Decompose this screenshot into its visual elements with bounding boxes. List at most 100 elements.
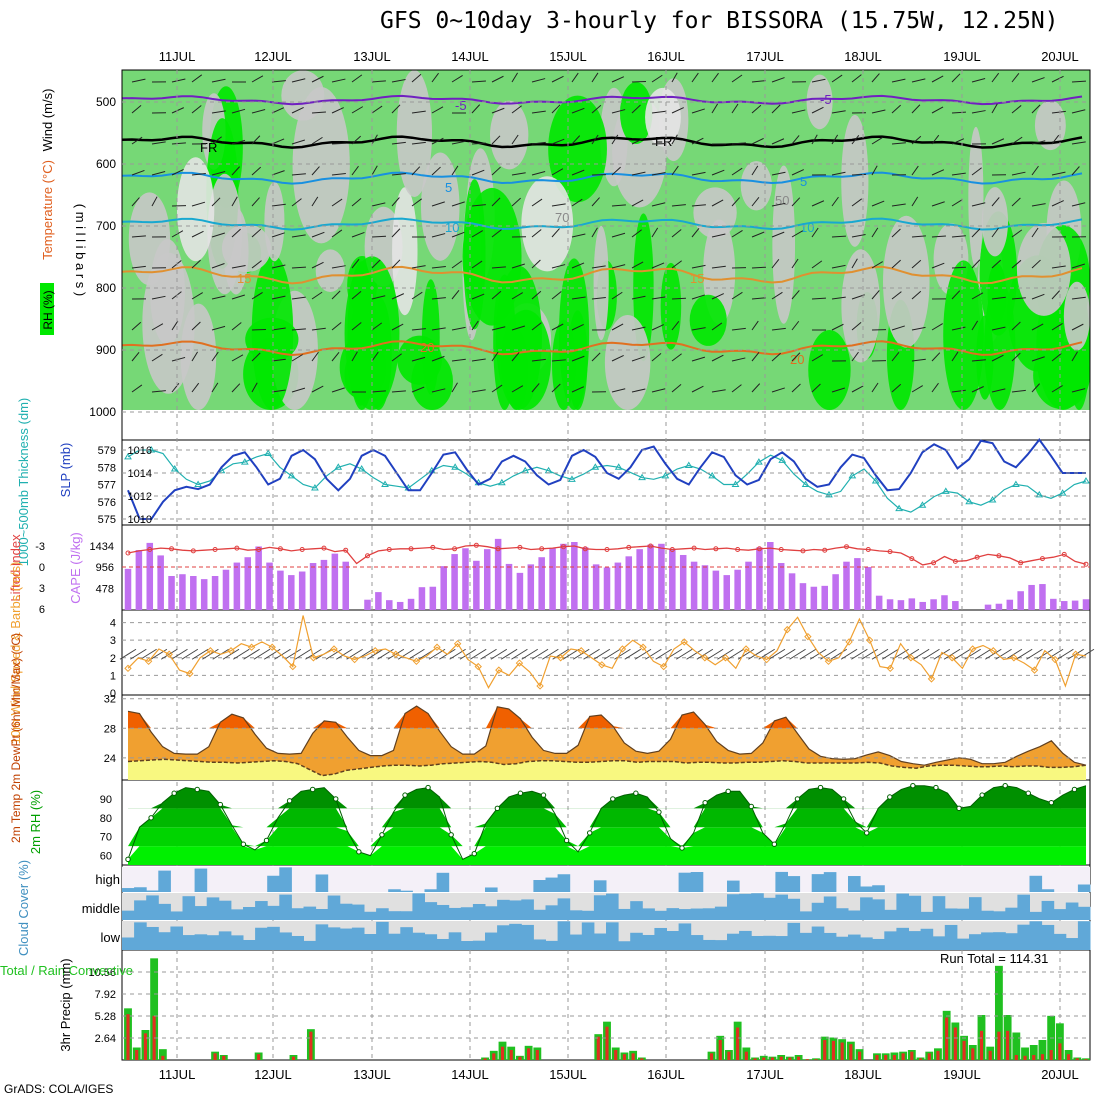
lifted-point [190, 548, 196, 554]
wind-barb [991, 103, 998, 114]
cloud-fill [872, 899, 885, 920]
cape-bar [1017, 591, 1024, 610]
wind-barb [231, 354, 244, 362]
wind-barb-10m [1046, 648, 1064, 660]
temp-line [127, 705, 1087, 766]
wind-barb [1011, 229, 1023, 238]
wind-barb [411, 141, 426, 145]
wind-barb [291, 266, 306, 269]
wind-speed-point [144, 657, 153, 666]
cape-bar [505, 563, 513, 610]
cloud-fill [1077, 884, 1091, 892]
wind-barb [591, 352, 601, 362]
cloud-fill [1005, 907, 1018, 920]
wind-barb [1031, 203, 1046, 207]
contour-label: 10 [445, 220, 459, 235]
wind-barb [131, 352, 140, 362]
lifted-point [408, 546, 414, 552]
cloud-fill [775, 894, 788, 920]
thickness-point [684, 461, 693, 469]
cloud-fill [727, 933, 740, 950]
wind-barb-10m [130, 648, 147, 660]
cloud-fill [364, 911, 377, 920]
wind-barb [451, 382, 458, 393]
precip-convective-bar [492, 1053, 496, 1060]
precip-convective-bar [614, 1050, 618, 1060]
wind-barb [971, 359, 986, 362]
wind-ytick: 1 [110, 670, 116, 682]
wind-barb-10m [459, 648, 477, 660]
temp-ytick: 24 [104, 753, 116, 765]
wind-barb [231, 196, 238, 207]
cape-bar [494, 538, 502, 610]
wind-barb [171, 107, 185, 114]
wind-barb [251, 109, 266, 114]
cloud-fill [666, 930, 680, 950]
rh-patch [808, 329, 851, 410]
wind-ytick: 0 [110, 688, 116, 700]
precip-convective-bar [910, 1051, 914, 1060]
cape-bar [233, 562, 241, 610]
wind-barb [551, 228, 560, 238]
wind-barb [911, 196, 919, 207]
wind-barb [791, 383, 801, 393]
wind-barb [751, 320, 759, 331]
cape-bar [255, 546, 262, 610]
cloud-fill [545, 940, 559, 950]
wind-barb [911, 135, 922, 145]
wind-barb [791, 109, 806, 114]
wind-speed-point [289, 662, 297, 671]
day-label-bottom: 11JUL [159, 1067, 196, 1082]
wind-barb [311, 136, 323, 145]
wind-barb [351, 322, 362, 331]
wind-barb [451, 358, 466, 362]
wind-barb [531, 110, 546, 114]
wind-barb [371, 165, 378, 176]
precip-total-bar [1012, 1032, 1021, 1060]
wind-barb [631, 229, 642, 238]
wind-barb [151, 171, 166, 176]
wind-barb [1011, 105, 1022, 114]
wind-speed-point [762, 655, 771, 664]
wind-barb [211, 351, 219, 362]
temp-contour-10 [121, 217, 1083, 231]
wind-barb-10m [274, 648, 291, 660]
thickness-point [848, 471, 857, 479]
wind-barb-10m [181, 648, 199, 660]
wind-barb-10m [809, 648, 827, 660]
wind-barb [291, 139, 305, 145]
wind-barb [611, 76, 625, 83]
wind-barb [151, 323, 164, 331]
wind-barb [511, 172, 526, 176]
rh-patch [841, 114, 869, 247]
cloud-fill [654, 910, 667, 920]
rh2m-point [817, 784, 824, 791]
wind-ytick: 3 [110, 635, 116, 647]
lifted-ytick: 3 [39, 583, 45, 595]
wind-barb-10m [789, 648, 806, 660]
cape-bar [799, 583, 807, 610]
cape-bar [777, 563, 785, 610]
cloud-fill [557, 874, 571, 892]
wind-barb [411, 265, 426, 269]
wind-speed-point [453, 639, 462, 648]
cape-bar [407, 598, 415, 610]
wind-barb [831, 74, 843, 83]
wind-barb [731, 327, 746, 331]
wind-barb [631, 356, 645, 362]
cloud-fill [388, 911, 401, 920]
wind-barb-10m [593, 648, 611, 660]
wind-speed-point [598, 661, 606, 669]
rh2m-point [956, 805, 962, 812]
cloud-fill [932, 936, 946, 950]
cape-bar [1082, 599, 1090, 610]
cloud-fill [811, 926, 825, 950]
precip-ytick: 5.28 [95, 1011, 116, 1023]
cloud-fill [606, 922, 619, 950]
wind-barb [811, 106, 824, 114]
cape-bar [734, 569, 741, 610]
wind-barb [331, 229, 343, 238]
precip-total-bar [1038, 1040, 1047, 1060]
cloud-fill [835, 908, 849, 920]
wind-barb [471, 204, 486, 207]
